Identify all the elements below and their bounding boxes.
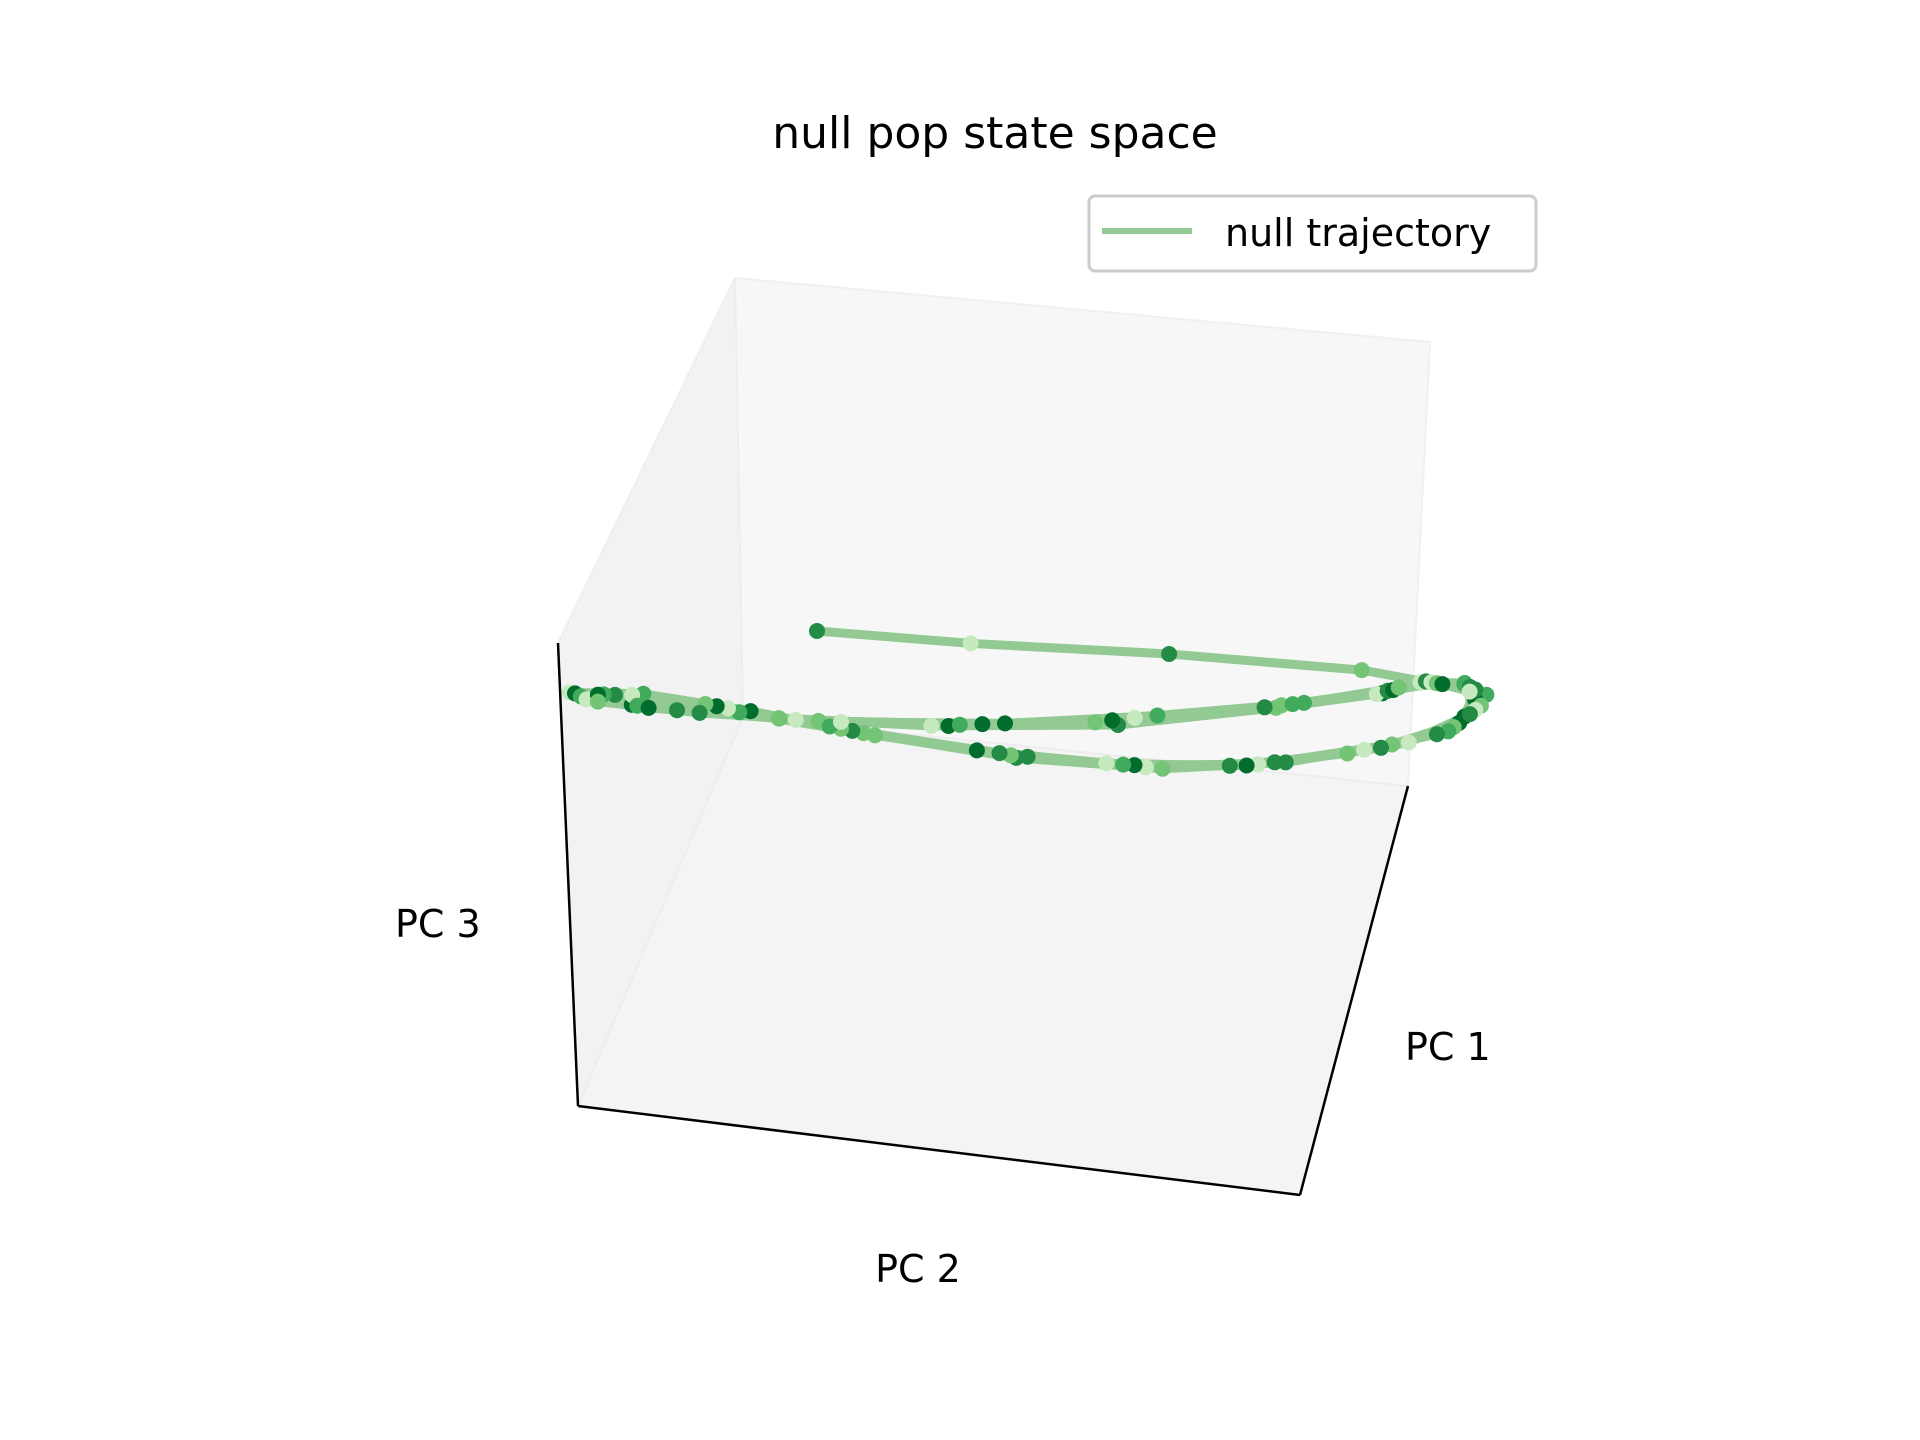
trajectory-point bbox=[1390, 679, 1407, 696]
trajectory-points bbox=[561, 623, 1495, 777]
trajectory-point bbox=[1353, 662, 1370, 679]
x-axis-line bbox=[1298, 785, 1410, 1196]
z-axis-line bbox=[556, 642, 580, 1107]
trajectory-point bbox=[991, 745, 1008, 762]
legend: null trajectory bbox=[1087, 194, 1538, 273]
trajectory-point bbox=[770, 710, 787, 727]
trajectory-point bbox=[1339, 745, 1356, 762]
trajectory-point bbox=[607, 686, 623, 703]
legend-label: null trajectory bbox=[1225, 211, 1491, 255]
trajectory-point bbox=[968, 742, 985, 759]
back-pane bbox=[733, 276, 1432, 788]
trajectory-point bbox=[1373, 739, 1389, 756]
trajectory-point bbox=[833, 713, 849, 730]
axes-panes bbox=[556, 276, 1432, 1197]
trajectory-point bbox=[1238, 757, 1255, 774]
trajectory-point bbox=[1104, 712, 1121, 729]
trajectory-point bbox=[640, 699, 657, 716]
trajectory-point bbox=[1149, 707, 1166, 724]
trajectory-point bbox=[1428, 726, 1445, 743]
trajectory-point bbox=[1126, 709, 1143, 726]
trajectory-point bbox=[997, 715, 1013, 732]
trajectory-point bbox=[1296, 694, 1312, 711]
trajectory-point bbox=[1098, 755, 1115, 772]
trajectory-point bbox=[1126, 757, 1143, 774]
z-axis-label: PC 3 bbox=[395, 902, 481, 946]
trajectory-point bbox=[1266, 754, 1283, 771]
legend-frame bbox=[1087, 194, 1538, 273]
trajectory-point bbox=[589, 693, 606, 710]
trajectory-point bbox=[1256, 699, 1273, 716]
trajectory-segment bbox=[966, 638, 1174, 659]
chart-title: null pop state space bbox=[772, 108, 1218, 159]
trajectory-point bbox=[1434, 676, 1451, 693]
trajectory-point bbox=[1461, 683, 1478, 700]
trajectory-point bbox=[1087, 714, 1104, 731]
trajectory-point bbox=[691, 704, 708, 721]
trajectory-point bbox=[923, 717, 940, 734]
trajectory-point bbox=[974, 716, 991, 733]
x-axis-label: PC 1 bbox=[1405, 1025, 1491, 1069]
trajectory-point bbox=[866, 727, 883, 744]
trajectory-point bbox=[1221, 757, 1238, 774]
trajectory-point bbox=[669, 702, 685, 719]
trajectory-point bbox=[1115, 756, 1132, 773]
trajectory-point bbox=[809, 623, 825, 639]
y-axis-line bbox=[577, 1104, 1301, 1197]
trajectory-segment bbox=[1164, 649, 1367, 675]
trajectory-point bbox=[962, 635, 979, 652]
trajectory-point bbox=[1161, 646, 1178, 662]
y-axis-label: PC 2 bbox=[875, 1247, 961, 1291]
trajectory-segment bbox=[812, 626, 976, 648]
trajectory-point bbox=[1277, 754, 1294, 771]
trajectory-point bbox=[1154, 760, 1171, 777]
axis-lines bbox=[556, 642, 1410, 1197]
trajectory-point bbox=[1356, 741, 1373, 758]
trajectory-point bbox=[787, 711, 804, 728]
trajectory-point bbox=[1461, 706, 1478, 723]
trajectory-point bbox=[951, 716, 968, 733]
trajectory-point bbox=[1400, 734, 1417, 751]
trajectory-point bbox=[1019, 748, 1036, 765]
